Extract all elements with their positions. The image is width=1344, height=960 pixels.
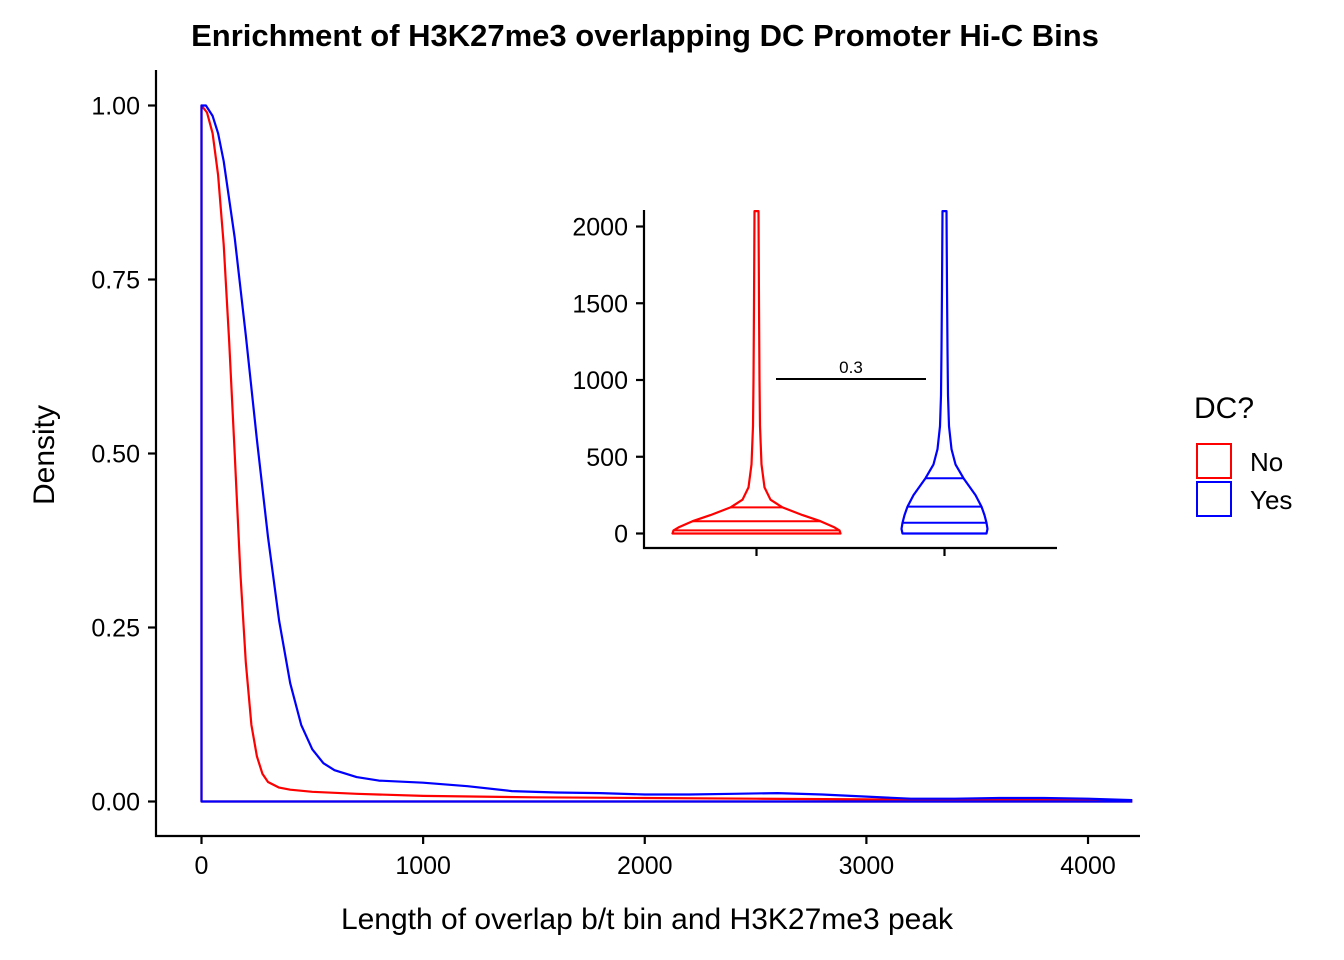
inset-y-tick-label: 1000: [572, 367, 628, 395]
chart-title: Enrichment of H3K27me3 overlapping DC Pr…: [191, 18, 1099, 53]
x-axis-title: Length of overlap b/t bin and H3K27me3 p…: [341, 903, 954, 936]
inset-y-tick-label: 0: [614, 521, 628, 549]
inset-x-axis-ticks: [755, 548, 946, 556]
violin-no: [671, 210, 842, 535]
y-tick-label: 0.00: [91, 789, 140, 817]
violins: [671, 210, 989, 535]
y-tick-label: 0.50: [91, 441, 140, 469]
legend-item-yes: Yes: [1196, 481, 1292, 517]
violin-yes: [900, 210, 989, 535]
inset-y-tick-label: 2000: [572, 214, 628, 242]
legend-key-no: [1196, 443, 1232, 479]
x-tick-label: 3000: [839, 852, 895, 880]
y-tick-label: 1.00: [91, 93, 140, 121]
y-axis-ticks: 0.00 0.25 0.50 0.75 1.00: [91, 93, 156, 817]
y-tick-label: 0.25: [91, 615, 140, 643]
legend-title: DC?: [1194, 392, 1254, 425]
density-series: [200, 104, 1133, 803]
density-line-no: [200, 104, 1133, 803]
legend-label-no: No: [1250, 447, 1283, 477]
inset-y-tick-label: 500: [586, 444, 628, 472]
inset-y-tick-label: 1500: [572, 290, 628, 318]
legend-key-yes: [1196, 481, 1232, 517]
legend: DC? No Yes: [1194, 392, 1292, 517]
x-axis-ticks: 0 1000 2000 3000 4000: [195, 836, 1116, 880]
legend-item-no: No: [1196, 443, 1283, 479]
y-axis-title: Density: [28, 405, 61, 505]
legend-label-yes: Yes: [1250, 485, 1292, 515]
density-line-yes: [200, 104, 1133, 803]
x-tick-label: 1000: [395, 852, 451, 880]
inset-violin-plot: 0 500 1000 1500 2000 0.3: [572, 210, 1057, 556]
comparison-p-value: 0.3: [839, 358, 863, 377]
y-tick-label: 0.75: [91, 267, 140, 295]
x-tick-label: 4000: [1060, 852, 1116, 880]
inset-y-axis-ticks: 0 500 1000 1500 2000: [572, 214, 644, 549]
x-tick-label: 2000: [617, 852, 673, 880]
main-axes: [154, 70, 1140, 838]
x-tick-label: 0: [195, 852, 209, 880]
